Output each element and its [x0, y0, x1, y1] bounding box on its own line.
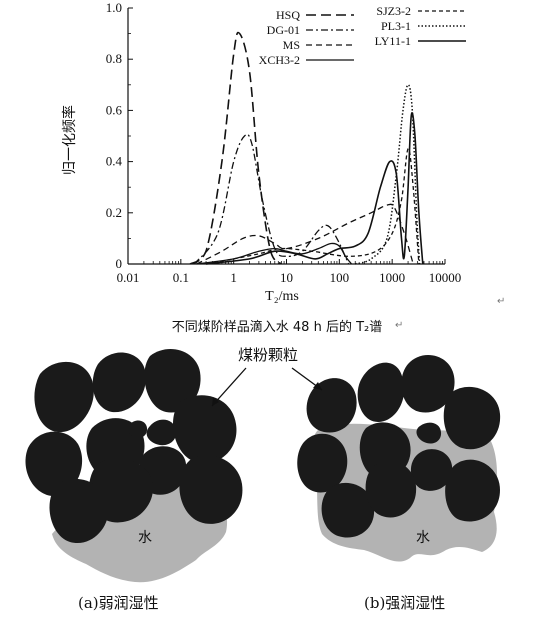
particle-label: 煤粉颗粒	[238, 346, 298, 364]
x-tick-label: 100	[330, 270, 350, 285]
y-tick-label: 0.8	[106, 51, 122, 66]
coal-particle	[144, 349, 201, 413]
y-tick-label: 0.6	[106, 102, 123, 117]
coal-particle	[306, 378, 357, 433]
coal-particle	[127, 420, 148, 438]
x-tick-label: 0.01	[117, 270, 140, 285]
legend-label: SJZ3-2	[376, 4, 411, 18]
series-line-pl3-1	[354, 84, 421, 265]
legend-label: MS	[283, 38, 300, 52]
series-line-hsq	[189, 31, 283, 265]
coal-particle	[34, 361, 94, 433]
coal-particle	[357, 362, 405, 422]
water-label-b: 水	[416, 530, 430, 546]
coal-particle	[92, 352, 146, 413]
series-line-ms	[196, 203, 414, 265]
x-tick-label: 0.1	[173, 270, 189, 285]
figure-caption: 不同煤阶样品滴入水 48 h 后的 T₂谱	[171, 320, 383, 335]
chart-ticks: 0.01 0.1 1 10 100 1000 10000 0 0.2 0.4 0.6 0.8 1.0	[106, 0, 462, 285]
arrowhead-b	[313, 382, 322, 390]
arrowhead-a	[212, 397, 219, 406]
caption-weak-wettability: (a)弱润湿性	[78, 594, 159, 612]
coal-particle	[179, 455, 243, 524]
coal-particle	[410, 449, 453, 491]
coal-particles-b	[297, 354, 501, 538]
coal-particle	[321, 482, 375, 538]
legend-label: PL3-1	[381, 19, 411, 33]
caption-strong-wettability: (b)强润湿性	[364, 594, 446, 612]
caption-return-mark: ↵	[395, 320, 404, 331]
coal-particles-a	[25, 349, 243, 544]
wettability-diagram: 水 水 煤粉颗粒	[25, 346, 501, 583]
y-tick-label: 0	[116, 256, 123, 271]
y-tick-label: 1.0	[106, 0, 122, 15]
coal-particle	[49, 478, 109, 544]
coal-particle	[297, 433, 348, 493]
series-line-dg-01	[193, 133, 350, 265]
t2-spectrum-chart: 0.01 0.1 1 10 100 1000 10000 0 0.2 0.4 0.6 0.8 1.0 H…	[61, 0, 466, 304]
y-tick-label: 0.4	[106, 154, 123, 169]
x-tick-label: 10000	[429, 270, 462, 285]
legend-label: DG-01	[267, 23, 300, 37]
coal-particle	[443, 386, 501, 450]
x-tick-label: 10	[280, 270, 293, 285]
coal-particle	[445, 459, 500, 522]
legend-label: HSQ	[276, 8, 300, 22]
y-axis-label: 归一化频率	[61, 105, 78, 175]
coal-particle	[173, 395, 237, 464]
coal-particle	[401, 354, 455, 413]
y-tick-label: 0.2	[106, 205, 122, 220]
water-label-a: 水	[138, 530, 152, 546]
x-tick-label: 1	[230, 270, 237, 285]
series-line-ly11-1	[205, 112, 424, 265]
chart-series	[189, 31, 424, 265]
coal-particle	[365, 460, 417, 518]
coal-particle	[416, 422, 442, 444]
legend-label: LY11-1	[375, 34, 411, 48]
x-axis-label: T₂/ms	[265, 289, 299, 304]
x-tick-label: 1000	[379, 270, 405, 285]
series-line-sjz3-2	[205, 148, 420, 265]
callout-arrow-a	[211, 367, 247, 407]
legend-label: XCH3-2	[259, 53, 300, 67]
coal-particle	[146, 419, 177, 446]
return-mark: ↵	[497, 296, 506, 307]
